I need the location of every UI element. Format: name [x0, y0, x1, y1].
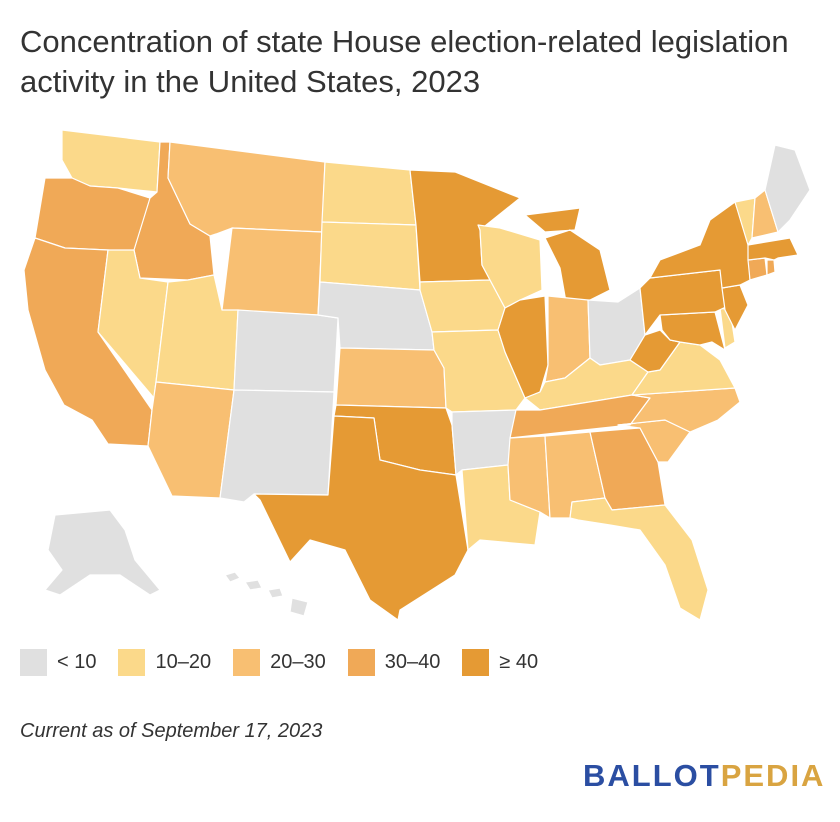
state-mt[interactable] — [167, 141, 326, 237]
legend-item-20-30: 20–30 — [233, 649, 326, 676]
date-note: Current as of September 17, 2023 — [20, 720, 323, 742]
state-sd[interactable] — [319, 221, 421, 291]
state-ia[interactable] — [419, 279, 506, 333]
legend-item-10-20: 10–20 — [118, 649, 211, 676]
legend-label-20-30: 20–30 — [270, 651, 326, 673]
legend-swatch-lt10 — [20, 649, 47, 676]
state-wy[interactable] — [221, 227, 323, 316]
ballotpedia-logo[interactable]: BALLOTPEDIA — [583, 758, 825, 794]
state-az[interactable] — [147, 381, 235, 499]
state-co[interactable] — [233, 309, 339, 393]
state-ks[interactable] — [335, 347, 447, 409]
legend-label-10-20: 10–20 — [155, 651, 212, 673]
legend-swatch-30-40 — [347, 649, 375, 676]
state-ak[interactable] — [44, 509, 161, 596]
state-ma[interactable] — [747, 237, 799, 261]
state-md[interactable] — [659, 311, 726, 351]
legend-label-30-40: 30–40 — [384, 651, 441, 673]
legend-swatch-ge40 — [462, 649, 490, 676]
logo-text-pedia: PEDIA — [720, 758, 826, 793]
state-nm[interactable] — [219, 389, 335, 503]
legend-swatch-10-20 — [118, 649, 146, 676]
logo-text-ballot: BALLOT — [583, 758, 721, 793]
legend-label-lt10: < 10 — [57, 651, 97, 673]
state-hi[interactable] — [224, 571, 309, 617]
legend-label-ge40: ≥ 40 — [499, 651, 539, 673]
legend-item-30-40: 30–40 — [347, 649, 441, 676]
legend-swatch-20-30 — [233, 649, 261, 676]
legend: < 10 10–20 20–30 30–40 ≥ 40 — [20, 649, 560, 676]
state-mi[interactable] — [524, 207, 611, 303]
state-fl[interactable] — [569, 497, 709, 621]
state-nd[interactable] — [321, 161, 417, 226]
state-me[interactable] — [764, 144, 811, 233]
us-map — [23, 129, 811, 621]
state-ri[interactable] — [766, 259, 776, 276]
chart-title: Concentration of state House election-re… — [20, 24, 789, 99]
state-ct[interactable] — [747, 257, 768, 281]
legend-item-lt10: < 10 — [20, 649, 96, 676]
legend-item-ge40: ≥ 40 — [462, 649, 538, 676]
state-nc[interactable] — [617, 387, 741, 433]
state-tx[interactable] — [253, 415, 469, 621]
